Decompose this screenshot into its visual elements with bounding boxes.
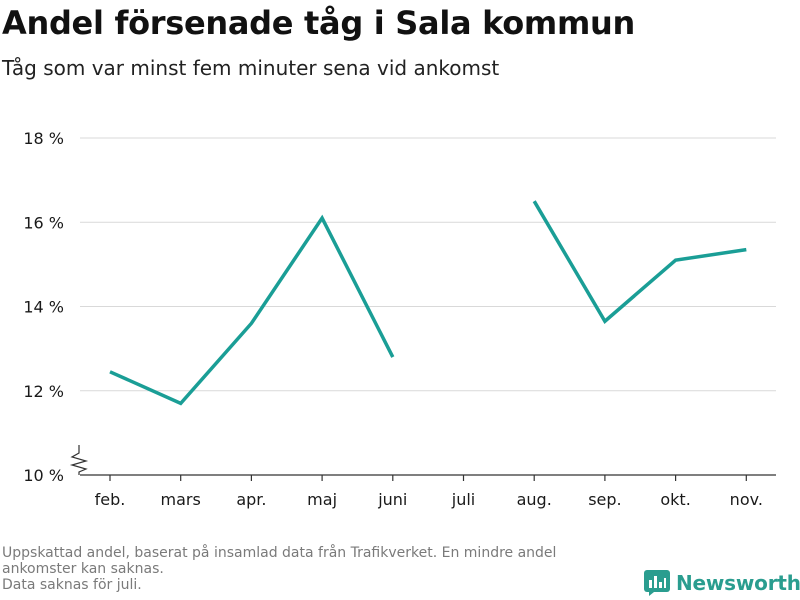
- footnote: Uppskattad andel, baserat på insamlad da…: [2, 545, 632, 593]
- newsworthy-logo-icon: [644, 570, 670, 596]
- y-tick-label: 18 %: [23, 129, 64, 148]
- axis-break-icon: [69, 445, 89, 475]
- x-tick-label: feb.: [95, 490, 126, 509]
- series-line: [532, 200, 747, 324]
- y-tick-label: 14 %: [23, 298, 64, 317]
- series-line: [109, 214, 395, 406]
- y-tick-label: 10 %: [23, 466, 64, 485]
- x-tick-label: apr.: [236, 490, 266, 509]
- y-tick-label: 12 %: [23, 382, 64, 401]
- y-tick-label: 16 %: [23, 213, 64, 232]
- x-tick-label: mars: [161, 490, 201, 509]
- brand-name: Newsworthy: [676, 571, 800, 595]
- x-tick-label: okt.: [660, 490, 690, 509]
- chart-subtitle: Tåg som var minst fem minuter sena vid a…: [2, 56, 500, 80]
- x-tick-label: juni: [377, 490, 407, 509]
- brand-logo: Newsworthy: [644, 570, 800, 596]
- footnote-line: Uppskattad andel, baserat på insamlad da…: [2, 545, 557, 561]
- line-chart: 10 % 12 % 14 % 16 % 18 % feb. mars apr. maj juni j…: [23, 129, 776, 509]
- footnote-line: Data saknas för juli.: [2, 577, 142, 593]
- x-tick-label: juli: [451, 490, 475, 509]
- x-tick-label: maj: [307, 490, 337, 509]
- x-tick-label: sep.: [588, 490, 621, 509]
- x-tick-label: nov.: [730, 490, 763, 509]
- x-tick-label: aug.: [517, 490, 552, 509]
- footnote-line: ankomster kan saknas.: [2, 561, 164, 577]
- chart-title: Andel försenade tåg i Sala kommun: [2, 4, 635, 42]
